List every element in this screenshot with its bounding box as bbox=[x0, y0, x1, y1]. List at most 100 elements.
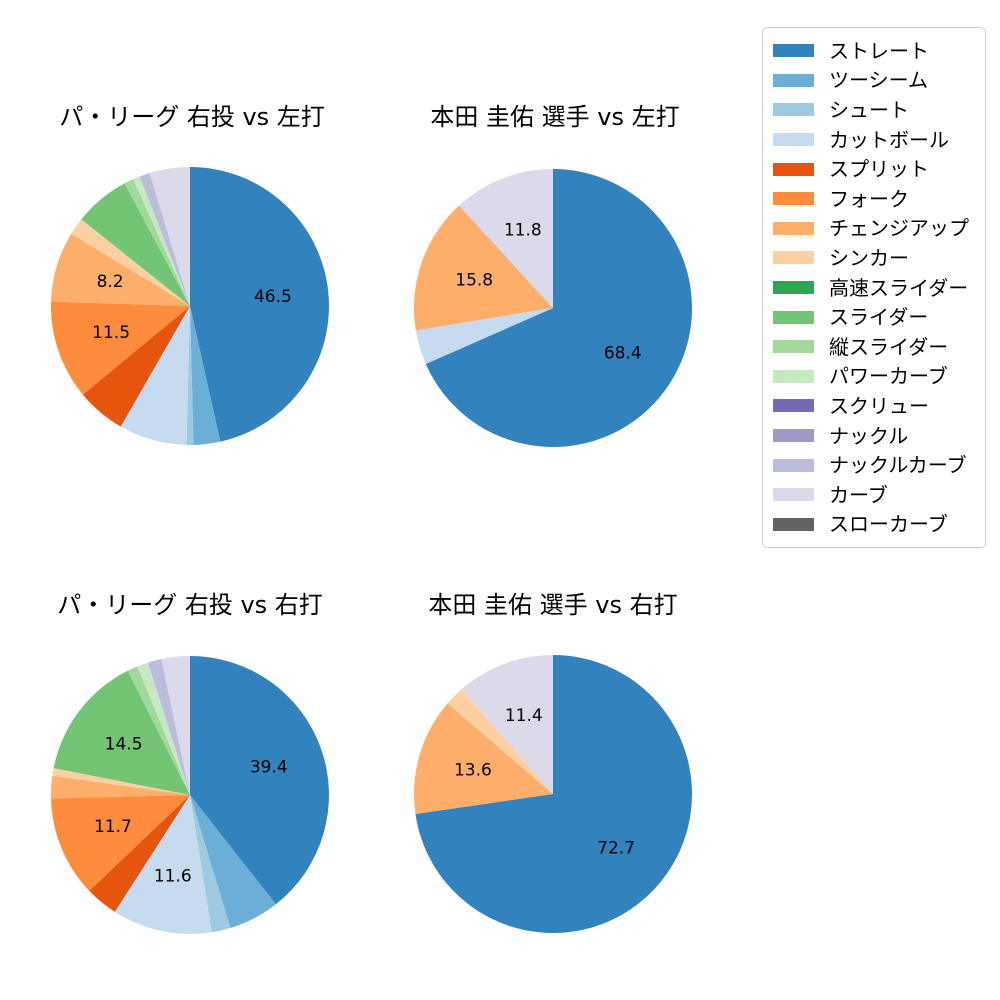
legend-swatch-フォーク bbox=[773, 192, 814, 206]
pie-slice-カーブ bbox=[461, 655, 553, 794]
pie-slice-スライダー bbox=[53, 670, 190, 795]
legend-swatch-ストレート bbox=[773, 44, 814, 58]
pie-chart-honda-vs-right: 72.7 13.6 11.4 bbox=[414, 655, 693, 934]
pie-slice-カットボール bbox=[415, 308, 553, 364]
legend-item-チェンジアップ: チェンジアップ bbox=[773, 214, 975, 244]
legend-item-高速スライダー: 高速スライダー bbox=[773, 273, 975, 303]
pie-slice-カーブ bbox=[161, 656, 190, 795]
legend-item-パワーカーブ: パワーカーブ bbox=[773, 362, 975, 392]
legend-label-チェンジアップ: チェンジアップ bbox=[829, 216, 969, 241]
legend-label-縦スライダー: 縦スライダー bbox=[829, 334, 949, 359]
pie-value-label-カーブ: 11.8 bbox=[504, 220, 542, 240]
legend-swatch-縦スライダー bbox=[773, 340, 814, 354]
pie-value-label-フォーク: 11.5 bbox=[92, 323, 130, 343]
pie-slice-スプリット bbox=[89, 795, 190, 912]
legend-item-スライダー: スライダー bbox=[773, 302, 975, 332]
legend-swatch-ナックル bbox=[773, 429, 814, 443]
pie-slice-カーブ bbox=[459, 169, 553, 308]
legend-item-カットボール: カットボール bbox=[773, 125, 975, 155]
pie-slice-シンカー bbox=[52, 768, 190, 795]
legend-item-ストレート: ストレート bbox=[773, 36, 975, 66]
pie-slice-シンカー bbox=[71, 219, 190, 306]
pie-slice-ナックルカーブ bbox=[139, 173, 190, 306]
legend-label-スプリット: スプリット bbox=[829, 157, 929, 182]
pie-slice-チェンジアップ bbox=[413, 205, 553, 331]
chart-title-honda-vs-right: 本田 圭佑 選手 vs 右打 bbox=[428, 591, 678, 619]
legend-label-ナックルカーブ: ナックルカーブ bbox=[829, 453, 967, 478]
pie-chart-pa-league-vs-left: 46.5 11.5 8.2 bbox=[51, 167, 329, 446]
legend-item-ツーシーム: ツーシーム bbox=[773, 66, 975, 96]
pie-value-label-ストレート: 46.5 bbox=[254, 287, 292, 307]
legend-item-シンカー: シンカー bbox=[773, 243, 975, 273]
pie-value-label-フォーク: 11.7 bbox=[94, 817, 132, 837]
legend-swatch-カーブ bbox=[773, 488, 814, 502]
legend-swatch-カットボール bbox=[773, 133, 814, 147]
chart-title-pa-league-vs-right: パ・リーグ 右投 vs 右打 bbox=[57, 591, 323, 619]
pie-value-label-チェンジアップ: 13.6 bbox=[454, 761, 492, 781]
pie-slice-チェンジアップ bbox=[50, 775, 191, 799]
pie-slice-ストレート bbox=[190, 167, 329, 442]
pie-slice-ナックルカーブ bbox=[147, 658, 190, 795]
pie-slice-ストレート bbox=[425, 169, 693, 448]
pie-value-label-カーブ: 11.4 bbox=[505, 706, 543, 726]
pie-slice-縦スライダー bbox=[124, 179, 190, 306]
legend-label-シュート: シュート bbox=[829, 97, 909, 122]
pie-slice-ツーシーム bbox=[190, 306, 221, 445]
pie-slice-フォーク bbox=[51, 301, 191, 395]
legend-item-ナックル: ナックル bbox=[773, 421, 975, 451]
pie-slice-スプリット bbox=[82, 306, 190, 427]
legend-label-ナックル: ナックル bbox=[829, 423, 909, 448]
legend-swatch-高速スライダー bbox=[773, 281, 814, 295]
legend-label-高速スライダー: 高速スライダー bbox=[829, 275, 969, 300]
pie-slice-チェンジアップ bbox=[414, 703, 553, 815]
pie-slice-シュート bbox=[186, 306, 194, 446]
legend-item-フォーク: フォーク bbox=[773, 184, 975, 214]
pie-chart-pa-league-vs-right: 39.4 11.6 11.7 14.5 bbox=[50, 656, 329, 935]
legend-swatch-パワーカーブ bbox=[773, 369, 814, 383]
legend-label-スライダー: スライダー bbox=[829, 305, 929, 330]
legend-label-パワーカーブ: パワーカーブ bbox=[829, 364, 948, 389]
legend-label-カーブ: カーブ bbox=[829, 482, 888, 507]
legend-label-スクリュー: スクリュー bbox=[829, 393, 929, 418]
pie-slice-カットボール bbox=[120, 306, 190, 445]
pie-value-label-チェンジアップ: 15.8 bbox=[455, 271, 493, 291]
pie-slice-ストレート bbox=[415, 655, 693, 934]
chart-title-honda-vs-left: 本田 圭佑 選手 vs 左打 bbox=[430, 103, 680, 131]
legend-swatch-シュート bbox=[773, 103, 814, 117]
pie-chart-honda-vs-left: 68.4 15.8 11.8 bbox=[413, 169, 693, 448]
legend-item-カーブ: カーブ bbox=[773, 480, 975, 510]
legend-swatch-ナックルカーブ bbox=[773, 458, 814, 472]
chart-title-pa-league-vs-left: パ・リーグ 右投 vs 左打 bbox=[59, 103, 325, 131]
legend-swatch-シンカー bbox=[773, 251, 814, 265]
pie-value-label-スライダー: 14.5 bbox=[105, 735, 143, 755]
legend-item-スプリット: スプリット bbox=[773, 154, 975, 184]
pie-slice-フォーク bbox=[51, 795, 190, 891]
pie-value-label-カットボール: 11.6 bbox=[154, 867, 192, 887]
legend-swatch-スプリット bbox=[773, 162, 814, 176]
legend-label-ツーシーム: ツーシーム bbox=[829, 68, 928, 93]
pie-slice-スライダー bbox=[81, 183, 190, 306]
legend-swatch-スライダー bbox=[773, 310, 814, 324]
pie-slice-パワーカーブ bbox=[133, 176, 190, 306]
legend-swatch-スローカーブ bbox=[773, 517, 814, 531]
legend-item-ナックルカーブ: ナックルカーブ bbox=[773, 450, 975, 480]
pie-value-label-チェンジアップ: 8.2 bbox=[97, 272, 124, 292]
pie-slice-ツーシーム bbox=[190, 795, 276, 928]
legend-swatch-チェンジアップ bbox=[773, 221, 814, 235]
legend-label-フォーク: フォーク bbox=[829, 186, 909, 211]
legend-label-シンカー: シンカー bbox=[829, 245, 909, 270]
legend-label-カットボール: カットボール bbox=[829, 127, 949, 152]
pie-slice-縦スライダー bbox=[127, 666, 190, 795]
pie-slice-シュート bbox=[190, 795, 231, 933]
pie-slice-チェンジアップ bbox=[51, 233, 190, 306]
legend-swatch-スクリュー bbox=[773, 399, 814, 413]
legend-box: ストレート ツーシームシュートカットボール スプリットフォークチェンジアップ シンカー… bbox=[762, 27, 986, 549]
legend-item-縦スライダー: 縦スライダー bbox=[773, 332, 975, 362]
pie-slice-ストレート bbox=[190, 656, 329, 905]
legend-swatch-ツーシーム bbox=[773, 73, 814, 87]
legend-label-スローカーブ: スローカーブ bbox=[829, 512, 948, 537]
pie-value-label-ストレート: 68.4 bbox=[604, 344, 642, 364]
pie-slice-シンカー bbox=[447, 689, 553, 794]
legend-item-スクリュー: スクリュー bbox=[773, 391, 975, 421]
